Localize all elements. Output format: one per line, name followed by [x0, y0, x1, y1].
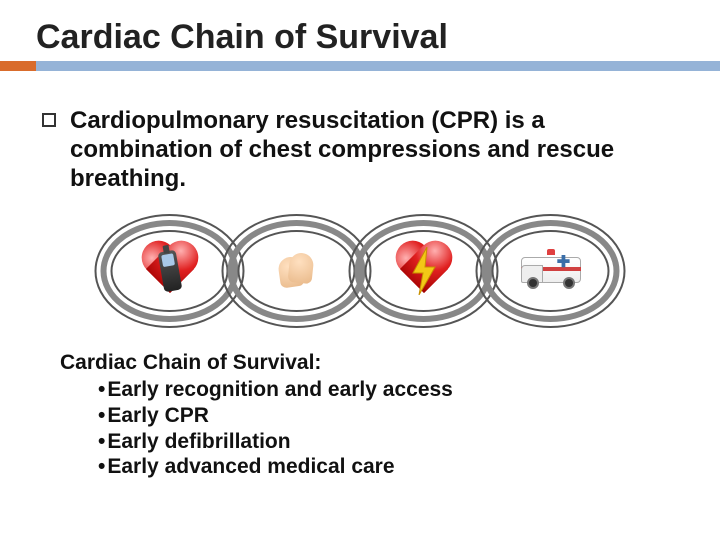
footer-block: Cardiac Chain of Survival: Early recogni… — [0, 331, 720, 479]
cpr-hands-icon — [275, 249, 319, 293]
footer-item: Early defibrillation — [98, 429, 720, 455]
lightning-bolt-icon — [409, 247, 439, 295]
body-text: Cardiopulmonary resuscitation (CPR) is a… — [70, 107, 690, 193]
square-bullet-icon — [42, 113, 56, 127]
phone-icon — [157, 250, 182, 293]
footer-heading: Cardiac Chain of Survival: — [60, 351, 720, 375]
heart-icon — [392, 243, 456, 299]
chain-link-advanced-care: ✚ — [473, 211, 628, 331]
accent-bar — [0, 61, 720, 71]
footer-item: Early recognition and early access — [98, 377, 720, 403]
footer-item: Early CPR — [98, 403, 720, 429]
chain-of-survival-graphic: ✚ — [50, 211, 670, 331]
accent-bar-right — [36, 61, 720, 71]
accent-bar-left — [0, 61, 36, 71]
ambulance-icon: ✚ — [521, 253, 581, 289]
heart-icon — [138, 243, 202, 299]
slide-title: Cardiac Chain of Survival — [0, 0, 720, 61]
footer-list: Early recognition and early access Early… — [60, 377, 720, 479]
footer-item: Early advanced medical care — [98, 454, 720, 480]
body-bullet: Cardiopulmonary resuscitation (CPR) is a… — [0, 71, 720, 193]
